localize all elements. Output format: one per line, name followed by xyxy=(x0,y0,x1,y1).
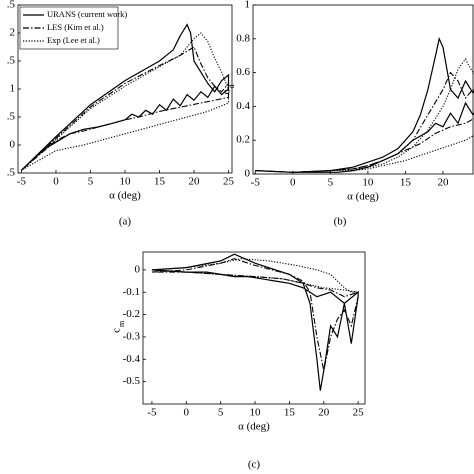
x-tick-label: 10 xyxy=(250,407,262,419)
x-tick-label: -5 xyxy=(147,407,157,419)
y-tick-label: 1 xyxy=(245,0,251,11)
series-line xyxy=(21,46,230,171)
y-tick-label: 0.6 xyxy=(236,66,250,78)
x-tick-label: 0 xyxy=(184,407,190,419)
x-tick-label: 15 xyxy=(400,177,412,189)
x-tick-label: 20 xyxy=(437,177,449,189)
x-tick-label: 0 xyxy=(290,177,296,189)
x-tick-label: 5 xyxy=(88,176,94,188)
legend-label: LES (Kim et al.) xyxy=(47,22,104,32)
plot-frame xyxy=(142,251,366,405)
caption: (c) xyxy=(248,459,261,471)
x-tick-label: 15 xyxy=(154,176,166,188)
y-tick-label: .5 xyxy=(7,55,16,67)
legend-label: URANS (current work) xyxy=(47,9,127,19)
y-tick-label: .5 xyxy=(7,111,16,123)
x-tick-label: 15 xyxy=(284,407,296,419)
y-tick-label: -0.4 xyxy=(123,353,141,365)
y-axis-label: cm xyxy=(111,320,126,333)
y-tick-label: 0.2 xyxy=(236,134,250,146)
series-line xyxy=(151,258,359,371)
series-line xyxy=(255,36,474,173)
y-tick-label: 1 xyxy=(10,83,16,95)
x-tick-label: 20 xyxy=(189,176,201,188)
legend-label: Exp (Lee et al.) xyxy=(47,35,100,45)
series-line xyxy=(21,32,230,171)
x-tick-label: -5 xyxy=(17,176,27,188)
x-tick-label: 5 xyxy=(328,177,334,189)
y-axis-label-main: c xyxy=(221,89,233,94)
y-tick-label: 0.8 xyxy=(236,32,250,44)
x-tick-label: 0 xyxy=(53,176,59,188)
x-axis-label: α (deg) xyxy=(238,421,270,433)
series-line xyxy=(151,258,359,293)
y-axis-label-sub: d xyxy=(227,85,236,89)
x-tick-label: 10 xyxy=(120,176,132,188)
y-tick-label: 2 xyxy=(10,27,16,39)
y-axis-label: cd xyxy=(221,85,236,95)
caption: (b) xyxy=(334,216,347,228)
series-line xyxy=(255,58,474,173)
y-tick-label: 0 xyxy=(245,168,251,180)
y-axis-label-main: c xyxy=(111,328,123,333)
y-axis-label-sub: m xyxy=(117,320,126,327)
series-line xyxy=(151,253,359,391)
y-tick-label: 0.4 xyxy=(236,100,250,112)
caption: (a) xyxy=(119,216,132,228)
y-tick-label: -0.1 xyxy=(123,286,140,298)
series-line xyxy=(21,23,230,171)
x-tick-label: 25 xyxy=(223,176,235,188)
series-line xyxy=(255,71,474,173)
x-tick-label: -5 xyxy=(251,177,261,189)
y-tick-label: 0 xyxy=(10,139,16,151)
plot-frame xyxy=(252,4,474,175)
y-tick-label: -0.5 xyxy=(123,375,141,387)
y-tick-label: -0.2 xyxy=(123,308,140,320)
x-tick-label: 20 xyxy=(318,407,330,419)
x-tick-label: 25 xyxy=(353,407,365,419)
x-axis-label: α (deg) xyxy=(109,190,141,202)
y-tick-label: .5 xyxy=(7,167,16,179)
x-axis-label: α (deg) xyxy=(347,191,379,203)
y-tick-label: .5 xyxy=(7,0,16,11)
x-tick-label: 5 xyxy=(218,407,224,419)
x-tick-label: 10 xyxy=(362,177,374,189)
y-tick-label: 0 xyxy=(135,263,141,275)
y-tick-label: -0.3 xyxy=(123,330,141,342)
